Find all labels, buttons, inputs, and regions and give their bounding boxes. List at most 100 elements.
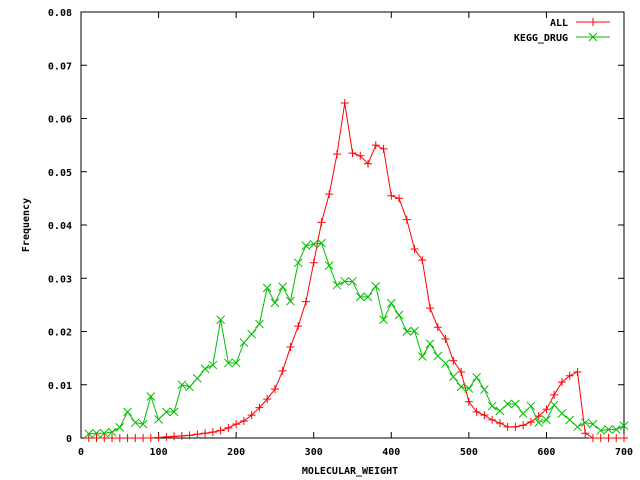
data-point (573, 422, 582, 432)
data-point (84, 429, 94, 439)
data-point (100, 434, 109, 442)
data-point (425, 339, 435, 349)
data-point (185, 382, 194, 392)
series-all (84, 99, 628, 442)
data-point (355, 292, 365, 302)
data-point (518, 409, 528, 418)
data-point (611, 425, 621, 434)
data-point (386, 298, 396, 308)
data-point (487, 401, 497, 411)
data-point (309, 239, 319, 249)
x-tick-label: 600 (537, 447, 555, 458)
data-point (394, 310, 404, 320)
data-point (92, 434, 101, 442)
x-axis-label: MOLECULAR_WEIGHT (302, 466, 398, 477)
data-point (193, 374, 202, 383)
data-point (325, 190, 334, 199)
data-point (270, 385, 279, 394)
legend-label: KEGG_DRUG (514, 33, 568, 44)
data-point (612, 434, 621, 442)
data-point (557, 409, 567, 418)
data-point (170, 432, 179, 441)
data-point (177, 380, 187, 390)
y-tick-label: 0.04 (48, 221, 72, 232)
data-point (433, 323, 442, 332)
data-point (495, 419, 504, 428)
data-point (526, 401, 536, 411)
y-tick-label: 0.06 (48, 115, 72, 126)
data-point (123, 434, 132, 442)
data-point (604, 434, 613, 442)
data-point (379, 144, 388, 153)
data-point (542, 405, 551, 414)
data-point (480, 411, 489, 420)
data-point (449, 356, 458, 365)
plot-frame (80, 11, 625, 439)
data-point (348, 149, 357, 158)
data-point (193, 430, 202, 439)
data-point (542, 415, 551, 425)
data-point (519, 421, 528, 430)
data-point (480, 385, 489, 394)
data-point (224, 358, 233, 368)
data-point (604, 425, 613, 434)
data-point (177, 431, 186, 440)
data-point (402, 215, 411, 224)
x-tick-label: 200 (227, 447, 245, 458)
data-point (139, 434, 148, 442)
data-point (356, 151, 365, 160)
data-point (123, 407, 132, 417)
x-tick-label: 300 (305, 447, 323, 458)
data-point (395, 194, 404, 203)
data-point (169, 407, 179, 417)
data-point (448, 372, 458, 382)
legend-marker (588, 32, 598, 42)
data-point (216, 315, 225, 325)
data-point (154, 415, 163, 424)
data-point (239, 416, 248, 425)
data-point (620, 434, 628, 442)
y-axis-label: Frequency (21, 198, 32, 252)
data-point (534, 418, 544, 427)
data-point (262, 283, 272, 293)
x-tick-label: 100 (150, 447, 168, 458)
data-point (340, 99, 349, 108)
data-point (286, 296, 295, 306)
data-point (138, 419, 148, 429)
data-point (208, 428, 217, 437)
x-tick-label: 500 (460, 447, 478, 458)
x-tick-labels: 0 100 200 300 400 500 600 700 (78, 447, 633, 458)
data-point (270, 298, 280, 308)
data-point (565, 415, 575, 425)
data-point (565, 371, 574, 380)
data-point (503, 422, 512, 431)
data-point (402, 327, 412, 336)
series-kegg-drug (84, 238, 629, 439)
data-point (185, 431, 194, 440)
data-point (332, 280, 342, 290)
y-tick-label: 0.03 (48, 274, 72, 285)
data-point (263, 395, 272, 404)
y-tick-label: 0 (66, 434, 72, 445)
data-point (332, 150, 341, 159)
x-tick-label: 400 (382, 447, 400, 458)
data-point (503, 399, 512, 409)
y-tick-label: 0.02 (48, 328, 72, 339)
y-tick-label: 0.08 (48, 8, 72, 19)
data-point (216, 426, 225, 435)
data-point (201, 429, 210, 438)
data-point (464, 384, 474, 393)
data-point (131, 434, 140, 442)
data-point (371, 141, 380, 150)
data-point (417, 352, 427, 361)
data-point (472, 407, 481, 416)
y-tick-label: 0.07 (48, 61, 72, 72)
data-point (162, 432, 171, 441)
data-point (146, 392, 156, 401)
data-point (224, 423, 233, 432)
series-line (88, 242, 625, 435)
data-point (286, 342, 295, 351)
data-point (108, 434, 117, 442)
data-point (596, 434, 605, 442)
data-point (324, 261, 334, 270)
